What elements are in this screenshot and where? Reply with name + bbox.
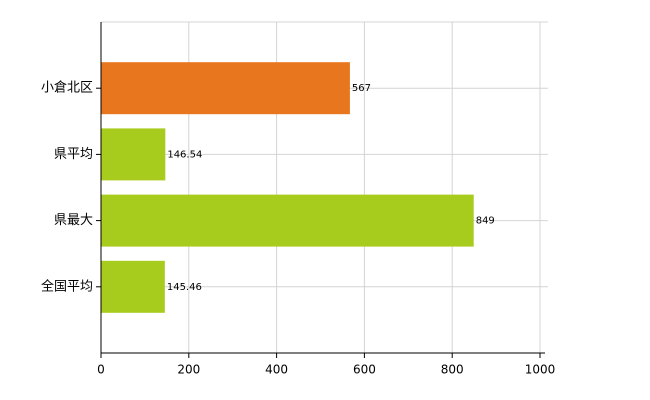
value-label: 145.46 (167, 282, 202, 293)
value-label: 146.54 (167, 149, 202, 160)
x-tick-label: 600 (353, 363, 376, 377)
bar (101, 128, 166, 181)
y-tick-label: 全国平均 (41, 278, 93, 294)
y-tick-label: 県平均 (54, 147, 93, 162)
bar (101, 260, 165, 313)
x-tick-label: 1000 (525, 363, 556, 377)
value-label: 849 (476, 216, 495, 227)
bar (101, 194, 474, 247)
x-tick-label: 0 (97, 363, 105, 377)
y-tick-label: 県最大 (54, 213, 93, 228)
bar (101, 62, 350, 115)
x-tick-label: 200 (177, 363, 200, 377)
x-tick-label: 400 (265, 363, 288, 377)
x-tick-label: 800 (441, 363, 464, 377)
value-label: 567 (352, 83, 371, 94)
y-tick-label: 小倉北区 (41, 81, 93, 96)
